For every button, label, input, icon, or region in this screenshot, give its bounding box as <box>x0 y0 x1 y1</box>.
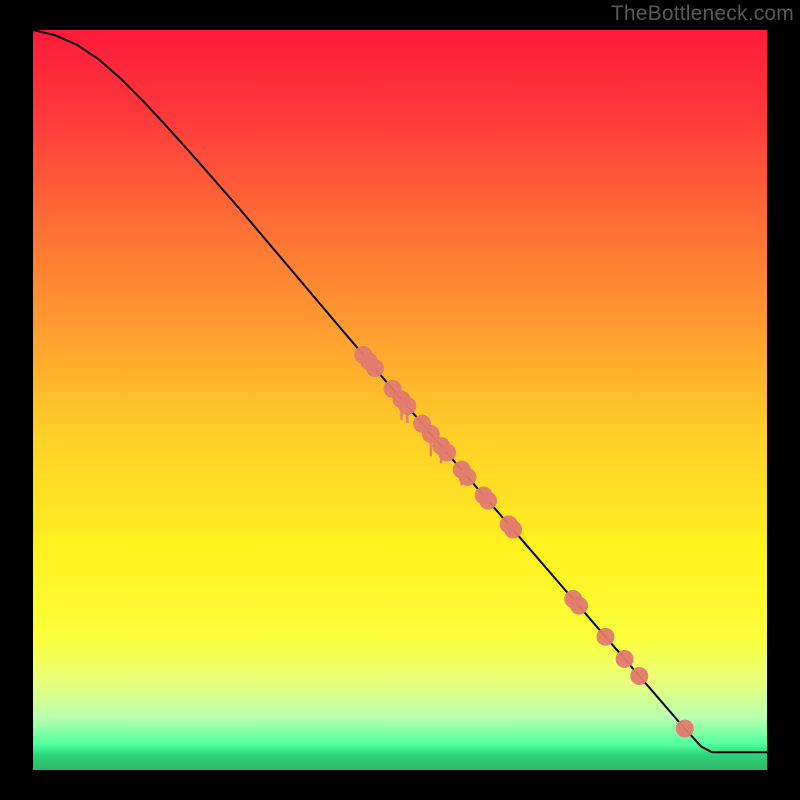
data-marker <box>366 359 384 377</box>
data-marker <box>570 597 588 615</box>
data-marker <box>398 397 416 415</box>
data-marker <box>676 720 694 738</box>
data-marker <box>504 521 522 539</box>
data-marker <box>597 628 615 646</box>
data-marker <box>438 444 456 462</box>
figure-outer: TheBottleneck.com <box>0 0 800 800</box>
data-marker <box>630 667 648 685</box>
chart-svg <box>33 30 767 770</box>
data-marker <box>479 492 497 510</box>
watermark-text: TheBottleneck.com <box>611 2 794 26</box>
plot-area <box>33 30 767 770</box>
data-marker <box>459 468 477 486</box>
data-marker <box>616 650 634 668</box>
